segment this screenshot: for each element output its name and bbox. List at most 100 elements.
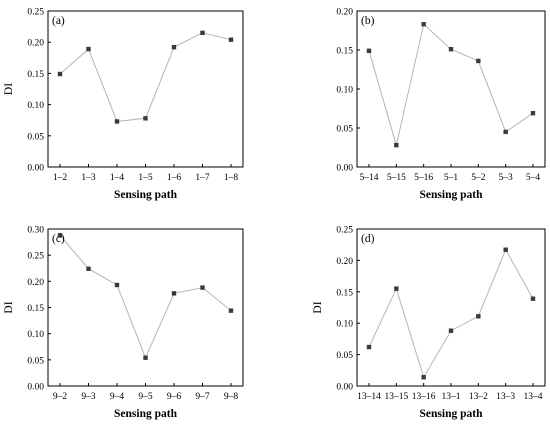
series-line xyxy=(59,32,232,122)
y-tick-label: 0.15 xyxy=(27,304,44,314)
x-tick-label: 13–14 xyxy=(357,392,381,402)
y-tick-label: 0.05 xyxy=(27,356,44,366)
x-tick-label: 1–6 xyxy=(167,173,182,183)
plot-frame xyxy=(356,228,546,387)
x-tick-label: 13–1 xyxy=(442,392,461,402)
y-tick-label: 0.05 xyxy=(336,351,353,361)
data-point xyxy=(86,266,91,271)
x-tick-label: 5–1 xyxy=(444,173,459,183)
x-tick-label: 5–16 xyxy=(414,173,433,183)
y-tick-label: 0.10 xyxy=(27,101,44,111)
x-tick-label: 13–2 xyxy=(469,392,488,402)
data-point xyxy=(476,314,481,319)
data-point xyxy=(86,46,91,52)
plot-frame xyxy=(47,228,244,387)
y-tick-label: 0.15 xyxy=(336,288,353,298)
y-tick-label: 0.20 xyxy=(27,278,44,288)
x-tick-label: 9–3 xyxy=(81,392,96,402)
y-tick-label: 0.15 xyxy=(336,47,353,57)
x-tick-label: 1–8 xyxy=(224,173,239,183)
data-point xyxy=(171,291,177,296)
y-tick-label: 0.25 xyxy=(27,8,44,18)
data-point xyxy=(476,58,481,64)
series-line xyxy=(368,23,534,146)
panel-label: (b) xyxy=(361,15,375,27)
chart-panel-4: 0.00 0.05 0.10 0.15 0.20 0.25 13–14 13–15 13–16 1… xyxy=(312,226,546,420)
plot-frame xyxy=(47,10,244,168)
y-tick-label: 0.05 xyxy=(336,125,353,135)
data-point xyxy=(394,286,399,291)
chart-panel-2: 0.00 0.05 0.10 0.15 0.20 5–14 5–15 5–16 5–1 5–2 5–… xyxy=(336,8,546,201)
data-point xyxy=(448,328,454,333)
y-tick-label: 0.25 xyxy=(27,252,44,262)
panel-label: (a) xyxy=(52,15,65,27)
chart-panel-1: 0.00 0.05 0.10 0.15 0.20 0.25 1–2 1–3 1–4 1–5 1–6 1… xyxy=(3,8,244,201)
x-tick-label: 9–5 xyxy=(138,392,153,402)
y-axis-title: DI xyxy=(3,301,15,313)
x-tick-label: 9–2 xyxy=(53,392,68,402)
data-point xyxy=(228,308,234,313)
x-tick-label: 1–7 xyxy=(195,173,210,183)
y-tick-label: 0.10 xyxy=(336,320,353,330)
data-point xyxy=(394,142,399,148)
x-tick-label: 13–15 xyxy=(384,392,408,402)
x-tick-label: 9–8 xyxy=(224,392,239,402)
chart-panel-3: 0.00 0.05 0.10 0.15 0.20 0.25 0.30 9–2 9–3 9–4 9–5… xyxy=(3,226,244,420)
x-tick-label: 1–4 xyxy=(110,173,125,183)
y-tick-label: 0.05 xyxy=(27,132,44,142)
x-tick-label: 1–2 xyxy=(53,173,68,183)
data-point xyxy=(57,233,63,238)
data-point xyxy=(171,44,177,50)
data-point xyxy=(503,129,508,135)
x-tick-label: 1–3 xyxy=(81,173,96,183)
series-line xyxy=(59,234,232,359)
x-tick-label: 1–5 xyxy=(138,173,153,183)
data-point xyxy=(366,48,372,53)
x-tick-label: 13–4 xyxy=(524,392,543,402)
data-point xyxy=(200,30,205,36)
x-tick-label: 5–3 xyxy=(499,173,514,183)
data-point xyxy=(114,119,120,124)
data-point xyxy=(57,71,63,77)
x-axis-title: Sensing path xyxy=(420,408,484,420)
data-point xyxy=(421,22,426,27)
x-tick-label: 9–6 xyxy=(167,392,182,402)
data-point xyxy=(143,355,148,360)
panel-label: (c) xyxy=(52,233,65,245)
x-tick-label: 5–2 xyxy=(471,173,486,183)
x-tick-label: 9–7 xyxy=(195,392,210,402)
panel-label: (d) xyxy=(361,233,375,245)
y-tick-label: 0.20 xyxy=(336,8,353,18)
y-tick-label: 0.10 xyxy=(27,330,44,340)
y-tick-label: 0.15 xyxy=(27,70,44,80)
plot-frame xyxy=(356,10,546,168)
y-tick-label: 0.00 xyxy=(27,164,44,174)
data-point xyxy=(143,116,148,121)
x-axis-title: Sensing path xyxy=(420,189,484,201)
data-point xyxy=(530,110,536,116)
y-tick-label: 0.25 xyxy=(336,226,353,236)
y-tick-label: 0.00 xyxy=(336,383,353,393)
x-tick-label: 5–15 xyxy=(387,173,406,183)
x-axis-title: Sensing path xyxy=(114,408,178,420)
x-tick-label: 5–4 xyxy=(526,173,541,183)
data-point xyxy=(503,247,508,252)
x-tick-label: 13–16 xyxy=(412,392,436,402)
data-point xyxy=(114,282,120,288)
y-tick-label: 0.00 xyxy=(336,164,353,174)
y-tick-label: 0.30 xyxy=(27,226,44,236)
y-tick-label: 0.20 xyxy=(27,39,44,49)
x-tick-label: 9–4 xyxy=(110,392,125,402)
x-axis-title: Sensing path xyxy=(114,189,178,201)
series-line xyxy=(368,248,534,379)
data-point xyxy=(421,375,426,380)
data-point xyxy=(200,285,205,290)
y-tick-label: 0.20 xyxy=(336,257,353,267)
x-tick-label: 5–14 xyxy=(360,173,379,183)
data-point xyxy=(228,37,234,42)
data-point xyxy=(530,296,536,301)
x-tick-label: 13–3 xyxy=(496,392,515,402)
y-axis-title: DI xyxy=(3,83,15,95)
y-tick-label: 0.10 xyxy=(336,86,353,96)
